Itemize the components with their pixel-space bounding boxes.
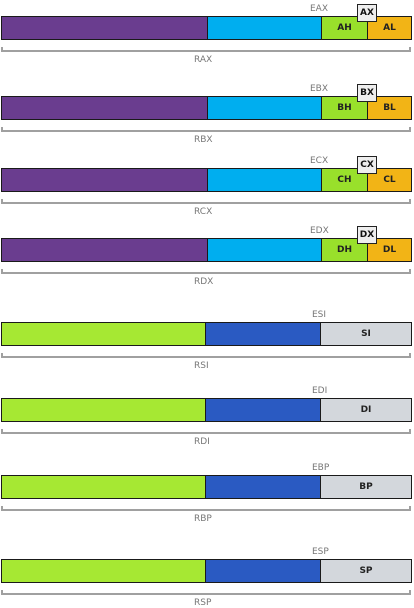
r64-label: RAX [194,55,213,65]
r64-bracket [1,590,411,595]
e32-label: EAX [310,4,329,14]
upper-16-segment [207,96,322,120]
e32-label: EBX [310,84,329,94]
low-byte-label: BL [383,103,396,113]
x16-label-box: CX [357,156,377,174]
r64-bracket [1,127,411,132]
x16-label-box: BX [357,84,377,102]
r64-label: RSP [194,598,212,608]
upper-32-segment [1,398,206,422]
e32-label: EDX [310,226,329,236]
low-byte-label: DL [382,245,397,255]
r64-label: RBP [194,514,212,524]
e32-label: EBP [312,463,330,473]
r64-label: RCX [194,207,213,217]
upper-16-segment [207,168,322,192]
upper-32-segment [1,475,206,499]
high-byte-label: BH [337,103,352,113]
e32-label: ESI [312,310,327,320]
low-16-segment [320,322,412,346]
register-rsp [0,0,414,1]
e32-label: ECX [310,156,329,166]
upper-16-segment [205,559,321,583]
low-16-segment [320,398,412,422]
e32-label: EDI [312,386,328,396]
r64-label: RSI [194,361,209,371]
upper-32-segment [1,96,208,120]
low-byte-label: CL [383,175,396,185]
upper-32-segment [1,168,208,192]
upper-32-segment [1,559,206,583]
low-16-label: SI [361,329,371,339]
high-byte-label: AH [337,23,352,33]
upper-16-segment [205,322,321,346]
upper-16-segment [207,16,322,40]
r64-bracket [1,199,411,204]
low-16-label: DI [360,405,372,415]
r64-label: RDI [194,437,210,447]
low-16-segment [320,475,412,499]
x16-label-box: AX [357,4,377,22]
upper-32-segment [1,238,208,262]
low-16-label: SP [359,566,373,576]
e32-label: ESP [312,547,329,557]
upper-16-segment [205,398,321,422]
high-byte-label: CH [337,175,352,185]
r64-bracket [1,353,411,358]
low-16-label: BP [359,482,373,492]
r64-bracket [1,506,411,511]
x16-label-box: DX [357,226,377,244]
r64-bracket [1,47,411,52]
r64-bracket [1,429,411,434]
r64-label: RBX [194,135,213,145]
high-byte-label: DH [336,245,352,255]
r64-label: RDX [194,277,214,287]
low-16-segment [320,559,412,583]
upper-32-segment [1,322,206,346]
low-byte-label: AL [383,23,396,33]
r64-bracket [1,269,411,274]
upper-16-segment [205,475,321,499]
upper-32-segment [1,16,208,40]
upper-16-segment [207,238,322,262]
